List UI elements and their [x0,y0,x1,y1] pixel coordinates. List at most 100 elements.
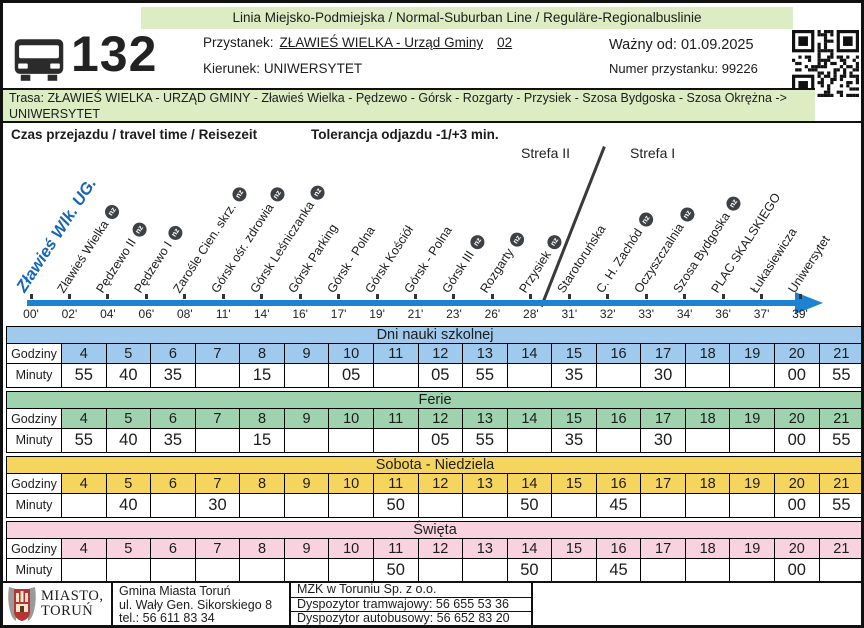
minute-cell: 35 [551,429,596,452]
hour-cell: 7 [194,344,240,363]
minute-cell [283,429,329,452]
line-number: 132 [71,26,158,82]
stop-travel-minute: 36' [715,307,731,321]
route-stop-name: PLAC SKALSKIEGO [708,190,784,296]
zone-ii-label: Strefa II [521,145,571,161]
timeline-tick [260,294,264,299]
minutes-row-label: Minuty [7,429,61,452]
hour-cell: 12 [417,539,463,558]
timetable-section: Dni nauki szkolnej Godziny 4 5 6 7 8 9 10 11 12 13 1… [6,326,861,388]
timeline-bar [27,300,797,306]
hour-cell: 18 [684,344,730,363]
route-diagram: Strefa II Strefa I Zławieś Wlk. UG. 00' Zł… [3,143,861,325]
hour-cell: 4 [61,539,106,558]
stop-travel-minute: 21' [407,307,424,321]
minute-cell [684,559,730,582]
on-request-badge: nz [723,193,743,214]
timeline-tick [798,294,802,299]
minute-cell [462,559,507,582]
stop-travel-minute: 06' [138,307,155,321]
footer-empty-space [533,583,861,625]
hour-cell: 11 [372,344,418,363]
stop-name-row: Przystanek: ZŁAWIEŚ WIELKA - Urząd Gminy 0… [203,35,512,50]
hour-cell: 8 [239,344,284,363]
section-title: Ferie [7,392,861,409]
hour-cell: 16 [595,409,641,428]
stop-travel-minute: 11' [215,307,231,321]
minute-cell [328,559,373,582]
on-request-badge: nz [267,185,288,205]
minute-cell [372,429,418,452]
hour-cell: 17 [640,409,685,428]
gmina-address: ul. Wały Gen. Sikorskiego 8 [119,597,273,612]
minutes-row-label: Minuty [7,494,61,517]
minute-cell [239,559,284,582]
minutes-row-label: Minuty [7,559,61,582]
minute-cell [105,559,151,582]
minute-cell: 55 [61,429,106,452]
timeline-tick [606,294,610,299]
hour-cell: 19 [729,539,774,558]
minute-cell [150,494,195,517]
hour-cell: 6 [150,409,195,428]
stop-travel-minute: 28' [523,307,539,321]
stop-name: ZŁAWIEŚ WIELKA - Urząd Gminy [279,35,484,50]
line-type-banner: Linia Miejsko-Podmiejska / Normal-Suburb… [141,7,793,29]
city-name-line1: MIASTO, [41,588,104,604]
hour-cell: 5 [105,409,151,428]
route-stop: PLAC SKALSKIEGO [708,190,785,296]
minute-cell [283,559,329,582]
minute-cell [729,429,774,452]
minute-cell: 50 [372,559,418,582]
route-description: Trasa: ZŁAWIEŚ WIELKA - URZĄD GMINY - Zł… [3,88,815,121]
hour-cell: 13 [462,474,507,493]
minute-cell [595,429,641,452]
timeline-tick [144,294,148,299]
minute-cell: 30 [194,494,240,517]
on-request-badge: nz [507,229,528,250]
stop-travel-minute: 23' [446,307,462,321]
minute-cell: 55 [818,494,861,517]
stop-travel-minute: 16' [292,307,308,321]
hour-cell: 20 [774,474,819,493]
timeline-tick [721,294,725,299]
minute-cell [729,559,774,582]
stop-travel-minute: 08' [176,307,193,321]
mzk-tram-dispatcher: Dyspozytor tramwajowy: 56 655 53 36 [291,597,531,612]
minutes-row: Minuty 55 40 35 15 05 55 35 30 00 55 [7,429,861,452]
on-request-badge: nz [166,222,186,243]
mzk-bus-dispatcher: Dyspozytor autobusowy: 56 652 83 20 [297,611,510,625]
hour-cell: 14 [506,539,552,558]
minute-cell: 35 [150,429,195,452]
hour-cell: 8 [239,409,284,428]
minute-cell: 00 [774,429,819,452]
timeline-tick [414,294,417,299]
hour-cell: 19 [729,344,774,363]
valid-from: Ważny od: 01.09.2025 [609,37,754,53]
stop-travel-minute: 33' [638,307,654,321]
minute-cell [239,494,284,517]
hour-cell: 6 [150,474,195,493]
timetable: Dni nauki szkolnej Godziny 4 5 6 7 8 9 10 11 12 13 1… [6,326,861,586]
minute-cell: 35 [150,364,195,387]
minute-cell: 40 [105,364,151,387]
city-logo-box: MIASTO, TORUŃ [3,583,113,625]
timeline-tick [760,294,764,299]
hour-cell: 12 [417,474,463,493]
minute-cell: 55 [818,429,861,452]
minute-cell: 40 [105,494,151,517]
timeline-tick [298,294,302,299]
hours-row-label: Godziny [7,409,61,428]
minute-cell [818,559,861,582]
stop-travel-minute: 00' [23,307,39,321]
section-title: Sobota - Niedziela [7,457,861,474]
hour-cell: 21 [818,344,861,363]
hours-row: Godziny 4 5 6 7 8 9 10 11 12 13 14 15 16 17 18 19 20 21 [7,409,861,429]
minute-cell: 45 [595,559,641,582]
on-request-badge: nz [636,210,656,230]
hour-cell: 5 [105,474,151,493]
minute-cell [150,559,195,582]
minute-cell [684,429,730,452]
hour-cell: 21 [818,539,861,558]
